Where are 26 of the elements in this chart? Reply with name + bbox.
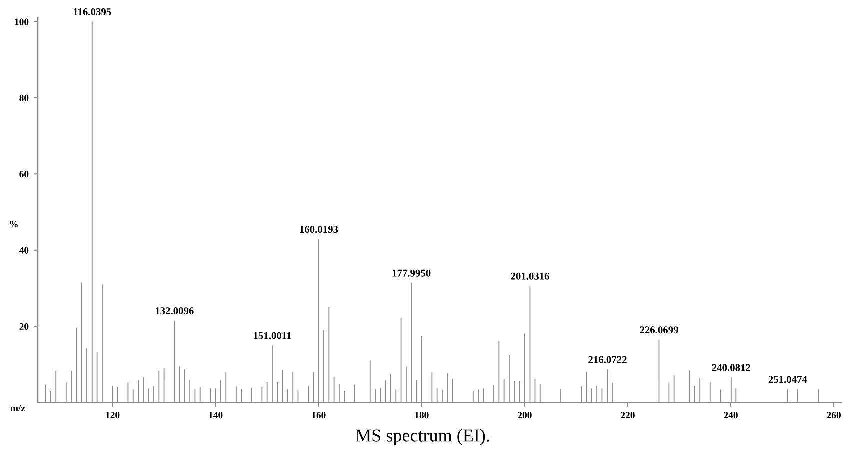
x-tick-label: 200 [518, 412, 532, 419]
annotation: 151.0011 [254, 332, 292, 340]
annotation: 226.0699 [640, 326, 678, 334]
y-tick-label: 60 [20, 171, 29, 178]
annotation: 240.0812 [712, 364, 751, 372]
annotation: 160.0193 [300, 226, 338, 234]
x-tick-label: 140 [209, 412, 223, 419]
annotation: 201.0316 [511, 272, 550, 280]
x-axis-title: m/z [10, 405, 26, 412]
annotation: 251.0474 [768, 376, 808, 384]
x-tick-label: 260 [827, 412, 841, 419]
x-tick-label: 240 [724, 412, 738, 419]
x-tick-label: 160 [312, 412, 326, 419]
y-tick-label: 80 [20, 94, 29, 102]
annotation: 116.0395 [74, 8, 112, 16]
x-tick-label: 180 [415, 412, 429, 419]
y-tick-label: 20 [20, 323, 29, 330]
text: MS spectrum (EI). [356, 429, 490, 446]
y-tick-label: 100 [15, 18, 29, 26]
annotation: 177.9950 [392, 270, 431, 277]
x-tick-label: 120 [106, 412, 120, 419]
x-tick-label: 220 [621, 412, 635, 419]
y-axis-title: % [10, 221, 18, 228]
annotation: 132.0096 [156, 308, 194, 315]
y-tick-label: 40 [19, 247, 29, 254]
annotation: 216.0722 [588, 356, 627, 364]
